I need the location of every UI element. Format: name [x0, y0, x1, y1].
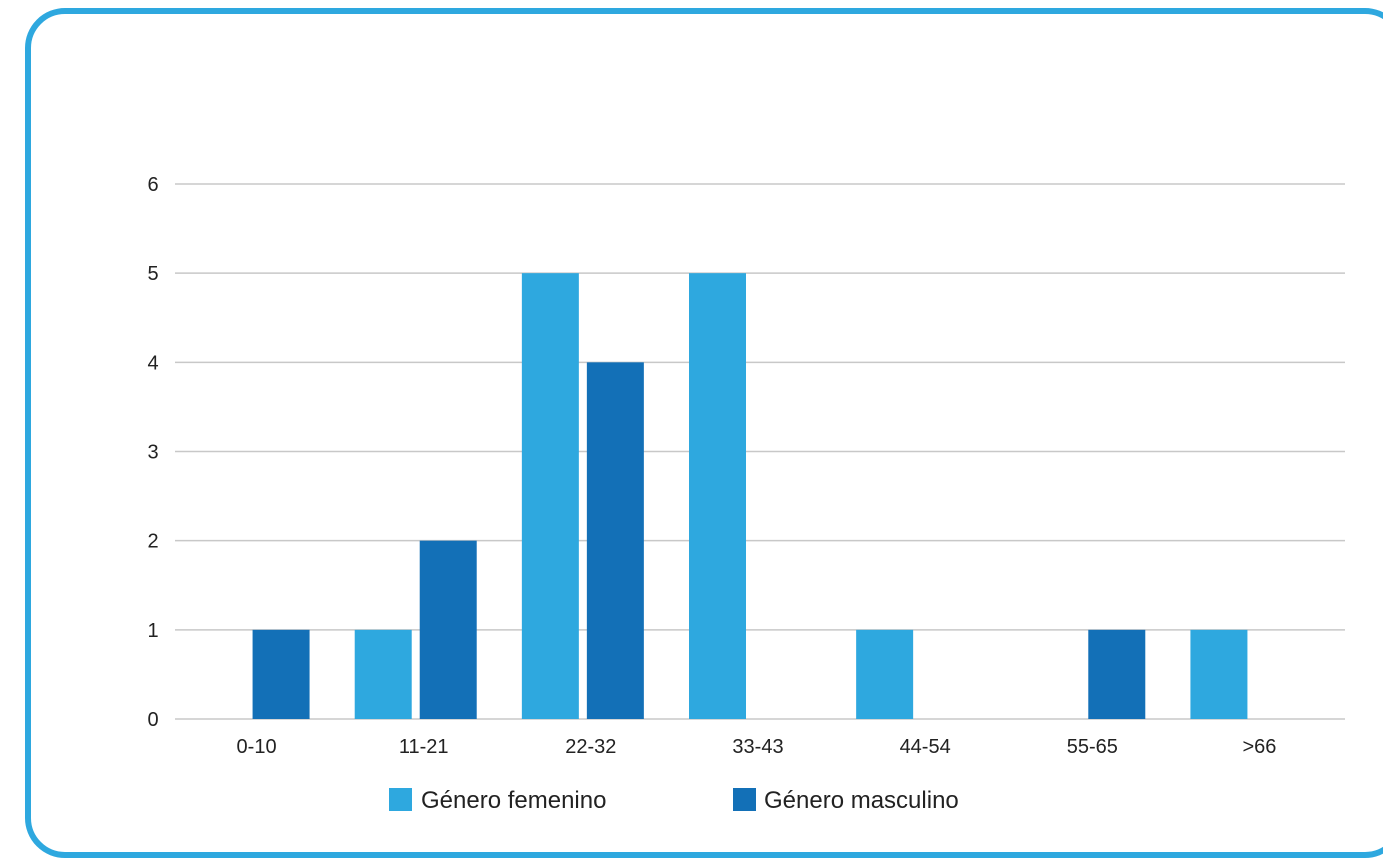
legend: Género femenino Género masculino: [389, 787, 959, 814]
legend-label-1: Género masculino: [764, 787, 959, 814]
y-tick-label: 6: [147, 174, 158, 196]
bar-masculino-5: [1088, 629, 1146, 719]
legend-swatch-0: [389, 788, 412, 811]
y-tick-label: 3: [147, 442, 158, 464]
x-axis: 0-10 11-21 22-32 33-43 44-54 55-65 >66: [237, 736, 1277, 758]
bar-masculino-2: [586, 362, 644, 719]
y-tick-label: 2: [147, 531, 158, 553]
bar-femenino-4: [856, 629, 914, 719]
bars: [252, 273, 1248, 719]
y-axis: 0 1 2 3 4 5 6: [147, 174, 158, 731]
gridlines: [175, 183, 1345, 720]
bar-masculino-0: [252, 629, 310, 719]
bar-masculino-1: [419, 540, 477, 719]
x-tick-label: 11-21: [399, 736, 449, 758]
bar-chart: 0 1 2 3 4 5 6 0-10 11-21 22-32 33-43 44-54 55-65 >66…: [147, 174, 1345, 814]
bar-femenino-2: [521, 273, 579, 719]
legend-swatch-1: [733, 788, 756, 811]
x-tick-label: 44-54: [900, 736, 951, 758]
legend-label-0: Género femenino: [421, 787, 606, 814]
bar-femenino-3: [689, 273, 746, 719]
y-tick-label: 4: [147, 352, 158, 374]
x-tick-label: 22-32: [565, 736, 616, 758]
y-tick-label: 0: [147, 709, 158, 731]
x-tick-label: 0-10: [237, 736, 277, 758]
y-tick-label: 1: [147, 620, 158, 642]
x-tick-label: 33-43: [732, 736, 783, 758]
x-tick-label: >66: [1242, 736, 1276, 758]
y-tick-label: 5: [147, 263, 158, 285]
x-tick-label: 55-65: [1067, 736, 1118, 758]
bar-femenino-6: [1190, 629, 1248, 719]
bar-femenino-1: [354, 629, 412, 719]
